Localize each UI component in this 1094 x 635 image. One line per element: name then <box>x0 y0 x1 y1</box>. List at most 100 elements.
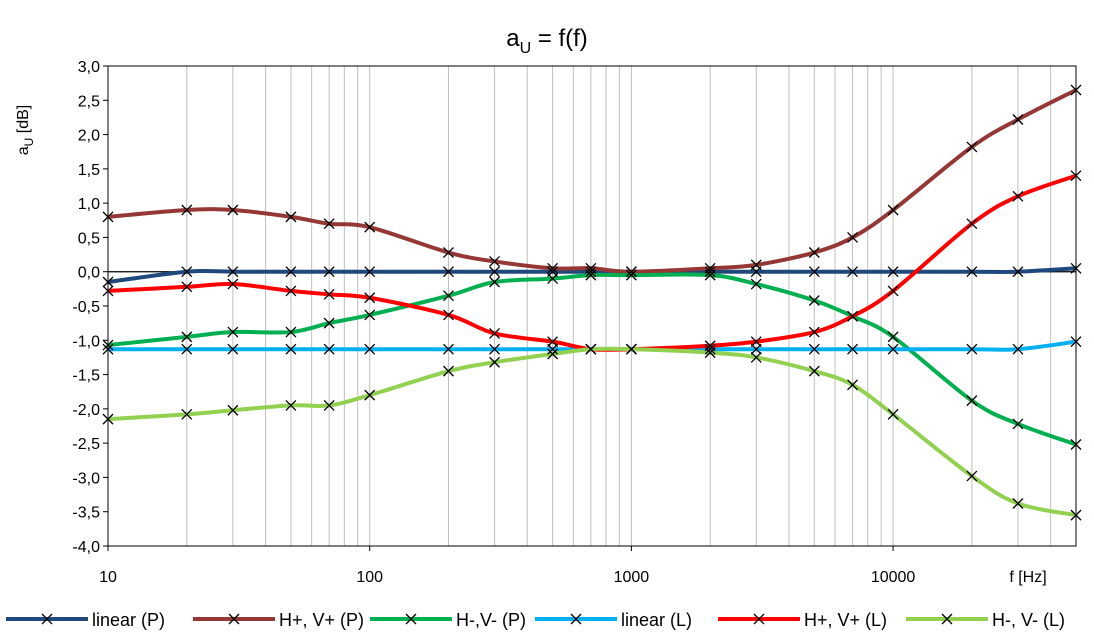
data-point-marker <box>808 266 820 278</box>
data-point-marker <box>1012 418 1024 430</box>
y-tick-label: 1,5 <box>78 162 100 179</box>
data-point-marker <box>443 247 454 258</box>
grid <box>107 66 1077 546</box>
data-point-marker <box>547 336 559 348</box>
data-point-marker <box>1070 336 1082 348</box>
y-tick-label: -2,5 <box>72 436 100 453</box>
legend: linear (P) H+, V+ (P) H-,V- (P) linear (L) H… <box>6 610 1065 630</box>
data-point-marker <box>489 255 501 267</box>
legend-label-0: linear (P) <box>92 610 165 630</box>
series-line-2 <box>107 272 1077 447</box>
y-tick-label: -1,0 <box>72 333 100 350</box>
data-point-marker <box>443 343 454 355</box>
data-point-marker <box>808 326 820 338</box>
data-point-marker <box>585 343 597 355</box>
data-point-marker <box>1070 509 1082 521</box>
data-point-marker <box>1012 190 1024 202</box>
data-point-marker <box>750 259 762 271</box>
series-line-4 <box>107 173 1077 352</box>
data-point-marker <box>625 266 637 278</box>
y-axis-title: aU [dB] <box>15 105 36 155</box>
data-point-marker <box>547 273 559 285</box>
data-point-marker <box>1012 266 1024 278</box>
data-point-marker <box>1070 170 1082 182</box>
y-tick-label: 0,5 <box>78 230 100 247</box>
data-point-marker <box>1012 114 1024 125</box>
data-point-marker <box>364 389 376 401</box>
data-point-marker <box>750 336 762 348</box>
data-point-marker <box>181 281 193 293</box>
legend-marker-4 <box>753 613 765 625</box>
data-point-marker <box>704 269 716 281</box>
data-point-marker <box>323 343 335 355</box>
data-point-marker <box>102 211 114 223</box>
data-point-marker <box>364 292 376 304</box>
legend-marker-3 <box>570 613 582 625</box>
data-point-marker <box>489 327 501 339</box>
data-point-marker <box>808 247 820 258</box>
data-point-marker <box>323 266 335 278</box>
data-point-marker <box>181 266 193 278</box>
data-point-marker <box>887 266 899 278</box>
series-markers <box>102 84 1082 521</box>
y-tick-label: -4,0 <box>72 539 100 556</box>
data-point-marker <box>966 266 978 278</box>
data-point-marker <box>1012 343 1024 355</box>
legend-marker-2 <box>405 613 417 625</box>
y-axis-title-main: a <box>15 146 32 155</box>
data-point-marker <box>585 266 597 278</box>
data-point-marker <box>102 413 114 425</box>
data-point-marker <box>966 470 978 482</box>
data-point-marker <box>285 399 297 411</box>
data-point-marker <box>704 347 716 359</box>
legend-label-5: H-, V- (L) <box>992 610 1065 630</box>
data-point-marker <box>808 343 820 355</box>
data-point-marker <box>102 276 114 288</box>
data-point-marker <box>489 276 501 288</box>
legend-label-2: H-,V- (P) <box>456 610 526 630</box>
x-tick-label: 100 <box>356 569 383 586</box>
y-tick-label: 2,5 <box>78 93 100 110</box>
data-point-marker <box>285 266 297 278</box>
data-point-marker <box>364 309 376 321</box>
data-point-marker <box>887 285 899 297</box>
data-point-marker <box>847 231 859 243</box>
data-point-marker <box>227 278 239 290</box>
plot-border <box>107 65 1077 547</box>
data-point-marker <box>1070 84 1082 96</box>
y-tick-label: 0,0 <box>78 265 100 282</box>
data-point-marker <box>102 285 114 297</box>
data-point-marker <box>887 204 899 216</box>
data-point-marker <box>443 365 454 377</box>
data-point-marker <box>808 295 820 306</box>
y-axis-title-subscript: U <box>22 138 36 147</box>
data-point-marker <box>364 221 376 233</box>
data-point-marker <box>704 266 716 278</box>
data-point-marker <box>966 395 978 407</box>
x-tick-label: 10 <box>99 569 117 586</box>
data-point-marker <box>547 262 559 274</box>
data-point-marker <box>625 269 637 281</box>
labels: 3,0 2,5 2,0 1,5 1,0 0,5 0,0 -0,5 -1,0 -1,5 -2,0 -2,… <box>15 25 1047 586</box>
data-point-marker <box>1070 439 1082 450</box>
x-tick-label: 1000 <box>614 569 650 586</box>
data-point-marker <box>887 331 899 343</box>
data-point-marker <box>181 343 193 355</box>
data-point-marker <box>966 343 978 355</box>
x-tick-label: 10000 <box>871 569 916 586</box>
data-point-marker <box>808 365 820 377</box>
series-lines <box>107 88 1077 518</box>
legend-label-1: H+, V+ (P) <box>279 610 364 630</box>
x-axis-title: f [Hz] <box>1009 569 1046 586</box>
chart-title: aU = f(f) <box>506 25 588 57</box>
data-point-marker <box>847 266 859 278</box>
data-point-marker <box>704 343 716 355</box>
legend-marker-1 <box>228 613 240 625</box>
data-point-marker <box>887 408 899 420</box>
data-point-marker <box>285 326 297 338</box>
data-point-marker <box>323 288 335 300</box>
data-point-marker <box>285 285 297 297</box>
data-point-marker <box>625 343 637 355</box>
data-point-marker <box>847 343 859 355</box>
